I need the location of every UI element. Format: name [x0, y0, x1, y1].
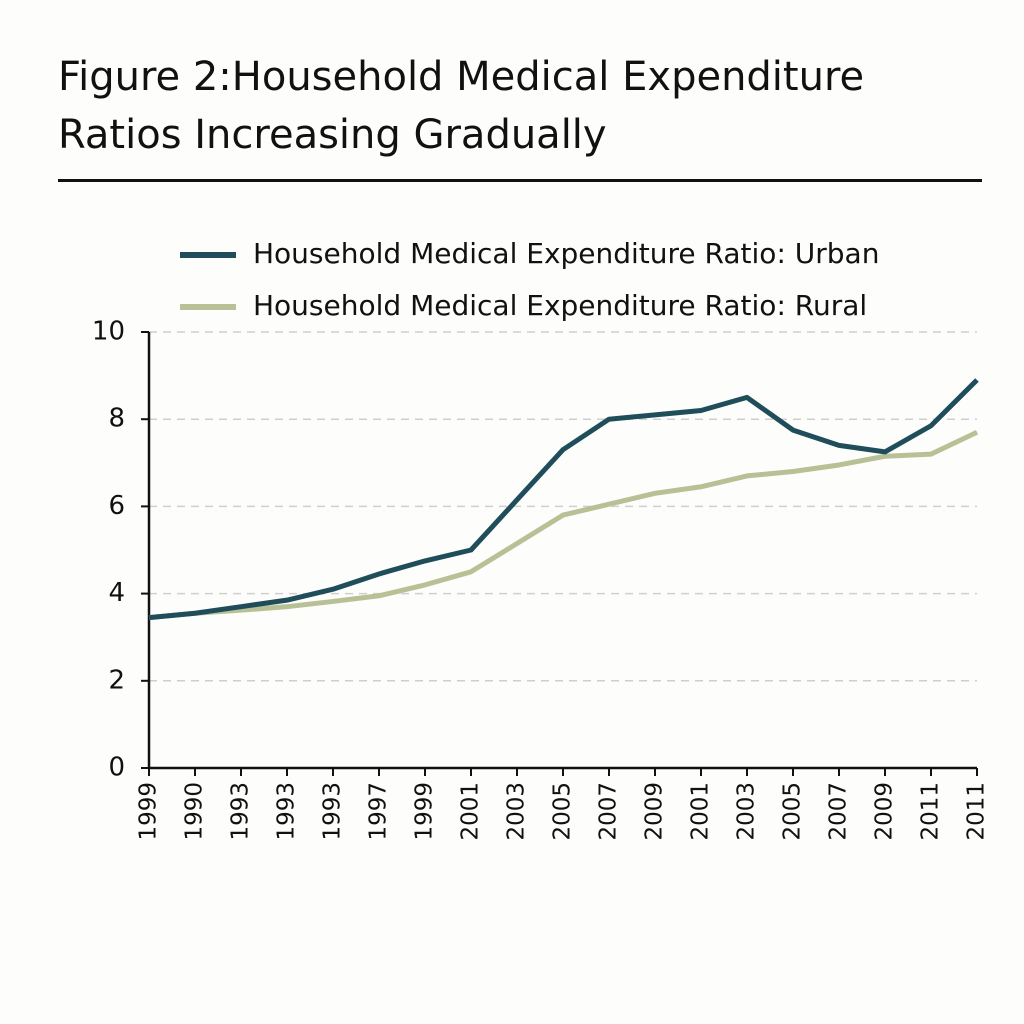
- x-tick-label: 1999: [412, 782, 438, 841]
- legend-label: Household Medical Expenditure Ratio: Rur…: [253, 289, 867, 322]
- x-tick-label: 2011: [964, 782, 990, 841]
- x-tick-label: 1997: [366, 782, 392, 841]
- x-tick-label: 2005: [550, 782, 576, 841]
- x-tick-label: 2001: [458, 782, 484, 841]
- x-tick-label: 1993: [274, 782, 300, 841]
- chart-title: Figure 2:Household Medical Expenditure R…: [58, 54, 865, 158]
- x-tick-label: 2007: [826, 782, 852, 841]
- x-tick-label: 2011: [918, 782, 944, 841]
- series-line: [148, 430, 979, 621]
- x-tick-label: 2003: [504, 782, 530, 841]
- series-line: [148, 378, 979, 621]
- y-tick-label: 6: [108, 491, 125, 521]
- x-tick-label: 1999: [136, 782, 162, 841]
- x-tick-label: 2007: [596, 782, 622, 841]
- x-tick-label: 1993: [228, 782, 254, 841]
- y-tick-label: 0: [108, 753, 125, 783]
- y-tick-label: 8: [108, 404, 125, 434]
- y-tick-label: 2: [108, 665, 125, 695]
- x-tick-label: 2009: [642, 782, 668, 841]
- x-tick-label: 1993: [320, 782, 346, 841]
- x-tick-label: 2005: [780, 782, 806, 841]
- y-tick-label: 4: [108, 578, 125, 608]
- y-tick-label: 10: [92, 317, 125, 347]
- x-tick-label: 2001: [688, 782, 714, 841]
- x-tick-label: 2009: [872, 782, 898, 841]
- x-tick-label: 1990: [182, 782, 208, 841]
- legend-label: Household Medical Expenditure Ratio: Urb…: [253, 237, 879, 270]
- title-rule: [58, 179, 982, 182]
- x-tick-label: 2003: [734, 782, 760, 841]
